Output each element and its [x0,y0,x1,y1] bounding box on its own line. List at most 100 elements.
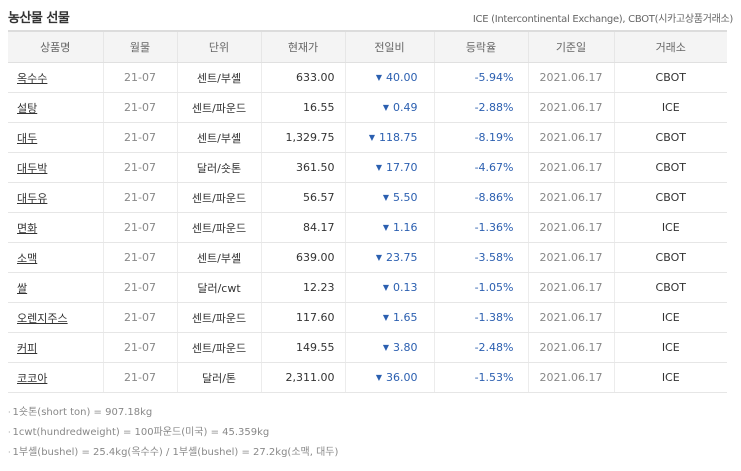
unit-cell: 달러/톤 [176,362,261,393]
exchange-cell: CBOT [613,122,727,153]
price-cell: 117.60 [260,302,345,333]
change-cell: ▼ 5.50 [344,182,434,213]
exchange-cell: ICE [613,92,727,123]
month-cell: 21-07 [102,362,177,393]
change-cell: ▼ 118.75 [344,122,434,153]
commodity-name-cell: 오렌지주스 [8,302,103,333]
date-cell: 2021.06.17 [527,272,614,303]
table-row: 코코아 21-07 달러/톤 2,311.00 ▼ 36.00 -1.53% 2021.06.… [8,362,727,393]
unit-cell: 달러/숏톤 [176,152,261,183]
table-row: 오렌지주스 21-07 센트/파운드 117.60 ▼ 1.65 -1.38% 2021.06… [8,302,727,333]
commodity-name-cell: 쌀 [8,272,103,303]
exchange-cell: CBOT [613,152,727,183]
month-cell: 21-07 [102,182,177,213]
date-cell: 2021.06.17 [527,332,614,363]
commodity-link[interactable]: 쌀 [17,281,28,295]
change-cell: ▼ 1.16 [344,212,434,243]
commodity-name-cell: 면화 [8,212,103,243]
month-cell: 21-07 [102,272,177,303]
note-item: · 1cwt(hundredweight) = 100파운드(미국) = 45.3… [8,427,270,438]
month-cell: 21-07 [102,62,177,93]
down-arrow-icon: ▼ [382,283,389,292]
price-cell: 12.23 [260,272,345,303]
exchange-cell: ICE [613,362,727,393]
date-cell: 2021.06.17 [527,302,614,333]
rate-cell: -4.67% [433,152,528,183]
down-arrow-icon: ▼ [375,253,382,262]
table-header-row: 상품명 월물 단위 현재가 전일비 등락율 기준일 거래소 [8,30,727,63]
exchange-cell: CBOT [613,272,727,303]
rate-cell: -2.88% [433,92,528,123]
unit-cell: 센트/파운드 [176,332,261,363]
col-header-name: 상품명 [8,30,103,63]
price-cell: 84.17 [260,212,345,243]
exchange-cell: ICE [613,302,727,333]
unit-cell: 센트/부셸 [176,122,261,153]
price-cell: 361.50 [260,152,345,183]
exchange-cell: CBOT [613,182,727,213]
exchange-cell: CBOT [613,242,727,273]
rate-cell: -8.19% [433,122,528,153]
date-cell: 2021.06.17 [527,92,614,123]
change-cell: ▼ 3.80 [344,332,434,363]
table-row: 옥수수 21-07 센트/부셸 633.00 ▼ 40.00 -5.94% 2021.06.1… [8,62,727,93]
down-arrow-icon: ▼ [375,163,382,172]
price-cell: 2,311.00 [260,362,345,393]
unit-cell: 달러/cwt [176,272,261,303]
price-cell: 149.55 [260,332,345,363]
exchange-cell: ICE [613,332,727,363]
unit-cell: 센트/부셸 [176,242,261,273]
col-header-month: 월물 [102,30,177,63]
unit-cell: 센트/파운드 [176,302,261,333]
table-row: 커피 21-07 센트/파운드 149.55 ▼ 3.80 -2.48% 2021.06.17… [8,332,727,363]
date-cell: 2021.06.17 [527,242,614,273]
date-cell: 2021.06.17 [527,122,614,153]
commodity-link[interactable]: 설탕 [17,101,38,115]
commodity-name-cell: 소맥 [8,242,103,273]
commodity-link[interactable]: 커피 [17,341,38,355]
down-arrow-icon: ▼ [375,73,382,82]
commodity-name-cell: 대두박 [8,152,103,183]
change-cell: ▼ 1.65 [344,302,434,333]
col-header-price: 현재가 [260,30,345,63]
commodity-link[interactable]: 대두박 [17,161,48,175]
table-row: 소맥 21-07 센트/부셸 639.00 ▼ 23.75 -3.58% 2021.06.17… [8,242,727,273]
date-cell: 2021.06.17 [527,62,614,93]
commodity-name-cell: 대두 [8,122,103,153]
unit-notes: · 1숏톤(short ton) = 907.18kg · 1cwt(hundred… [8,403,338,463]
commodity-link[interactable]: 코코아 [17,371,48,385]
commodity-link[interactable]: 소맥 [17,251,38,265]
commodity-name-cell: 커피 [8,332,103,363]
unit-cell: 센트/파운드 [176,92,261,123]
col-header-unit: 단위 [176,30,261,63]
unit-cell: 센트/파운드 [176,182,261,213]
section-title: 농산물 선물 [8,11,70,26]
section-header: 농산물 선물 ICE (Intercontinental Exchange), … [8,7,733,27]
rate-cell: -1.36% [433,212,528,243]
rate-cell: -1.38% [433,302,528,333]
unit-cell: 센트/파운드 [176,212,261,243]
down-arrow-icon: ▼ [382,223,389,232]
down-arrow-icon: ▼ [382,193,389,202]
rate-cell: -2.48% [433,332,528,363]
change-cell: ▼ 40.00 [344,62,434,93]
commodity-link[interactable]: 오렌지주스 [17,311,68,325]
month-cell: 21-07 [102,152,177,183]
date-cell: 2021.06.17 [527,182,614,213]
down-arrow-icon: ▼ [382,103,389,112]
rate-cell: -3.58% [433,242,528,273]
price-cell: 16.55 [260,92,345,123]
commodity-name-cell: 대두유 [8,182,103,213]
down-arrow-icon: ▼ [382,343,389,352]
month-cell: 21-07 [102,242,177,273]
table-row: 대두 21-07 센트/부셸 1,329.75 ▼ 118.75 -8.19% 2021.06… [8,122,727,153]
change-cell: ▼ 17.70 [344,152,434,183]
down-arrow-icon: ▼ [375,373,382,382]
rate-cell: -8.86% [433,182,528,213]
rate-cell: -1.05% [433,272,528,303]
commodity-link[interactable]: 면화 [17,221,38,235]
commodity-link[interactable]: 옥수수 [17,71,48,85]
table-row: 대두유 21-07 센트/파운드 56.57 ▼ 5.50 -8.86% 2021.06.17… [8,182,727,213]
commodity-link[interactable]: 대두 [17,131,38,145]
commodity-link[interactable]: 대두유 [17,191,48,205]
